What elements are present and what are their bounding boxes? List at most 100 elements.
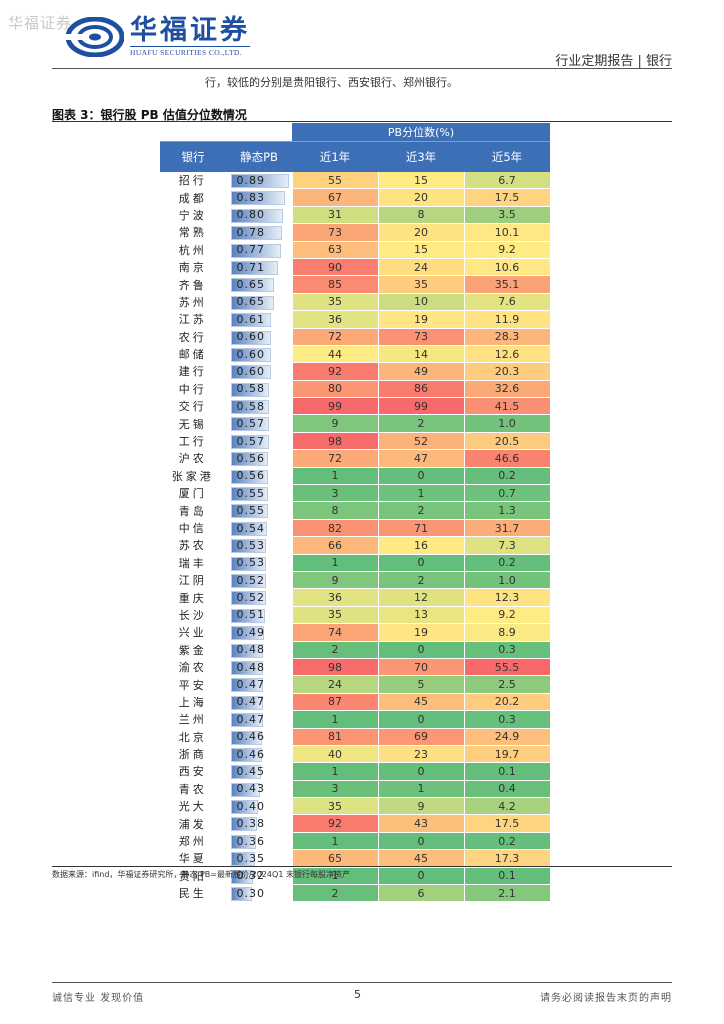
- pb-data-bar: [230, 382, 269, 397]
- percentile-5y-cell: 9.2: [464, 241, 551, 259]
- percentile-1y-cell: 85: [292, 275, 379, 294]
- pb-data-bar: [230, 626, 264, 641]
- pb-data-bar: [230, 556, 266, 571]
- table-row: 招行 0.89 55 15 6.7: [160, 172, 551, 190]
- pb-value: 0.60: [236, 364, 265, 378]
- bank-name-cell: 工行: [160, 432, 227, 451]
- pb-value: 0.57: [236, 434, 265, 448]
- footer-disclaimer: 请务必阅读报告末页的声明: [540, 993, 672, 1004]
- percentile-1y-cell: 35: [292, 797, 379, 816]
- bank-name-cell: 青岛: [160, 501, 227, 520]
- static-pb-cell: 0.54: [226, 519, 293, 538]
- percentile-5y-cell: 46.6: [464, 449, 551, 468]
- static-pb-cell: 0.45: [226, 762, 293, 781]
- pb-data-bar: [230, 208, 283, 223]
- pb-value: 0.55: [236, 504, 265, 518]
- percentile-1y-cell: 74: [292, 623, 379, 642]
- bank-name-cell: 郑州: [160, 832, 227, 851]
- percentile-5y-cell: 24.9: [464, 728, 551, 746]
- pb-value: 0.52: [236, 591, 265, 605]
- static-pb-cell: 0.77: [226, 241, 293, 259]
- static-pb-cell: 0.83: [226, 188, 293, 207]
- table-row: 紫金 0.48 2 0 0.3: [160, 641, 551, 659]
- percentile-5y-cell: 0.3: [464, 710, 551, 729]
- percentile-3y-cell: 15: [378, 172, 465, 190]
- table-row: 中信 0.54 82 71 31.7: [160, 519, 551, 538]
- pb-value: 0.35: [236, 851, 265, 865]
- source-note: 数据来源：ifind，华福证券研究所，静态 PB=最新股价/2024Q1 末银行…: [52, 870, 350, 879]
- static-pb-cell: 0.53: [226, 554, 293, 572]
- percentile-5y-cell: 0.1: [464, 867, 551, 886]
- table-row: 交行 0.58 99 99 41.5: [160, 397, 551, 416]
- static-pb-cell: 0.32: [226, 867, 293, 886]
- bank-name-cell: 北京: [160, 728, 227, 746]
- pb-value: 0.53: [236, 556, 265, 570]
- percentile-3y-cell: 15: [378, 241, 465, 259]
- table-row: 青农 0.43 3 1 0.4: [160, 780, 551, 799]
- table-row: 浙商 0.46 40 23 19.7: [160, 745, 551, 764]
- report-type-label: 行业定期报告 | 银行: [555, 54, 672, 69]
- pb-data-bar: [230, 747, 262, 762]
- bank-name-cell: 江苏: [160, 310, 227, 329]
- percentile-5y-cell: 41.5: [464, 397, 551, 416]
- percentile-5y-cell: 55.5: [464, 658, 551, 677]
- pb-value: 0.47: [236, 678, 265, 692]
- static-pb-cell: 0.57: [226, 432, 293, 451]
- table-row: 郑州 0.36 1 0 0.2: [160, 832, 551, 851]
- percentile-1y-cell: 73: [292, 223, 379, 242]
- pb-data-bar: [230, 695, 263, 710]
- pb-value: 0.46: [236, 747, 265, 761]
- logo-chinese-name: 华福证券: [130, 15, 250, 46]
- static-pb-cell: 0.56: [226, 449, 293, 468]
- bank-name-cell: 中行: [160, 380, 227, 399]
- percentile-5y-cell: 20.3: [464, 362, 551, 381]
- header-divider: [52, 68, 672, 69]
- percentile-3y-cell: 43: [378, 814, 465, 833]
- percentile-3y-cell: 19: [378, 310, 465, 329]
- bank-name-cell: 宁波: [160, 206, 227, 225]
- header-pb-percentile-group: PB分位数(%): [292, 123, 551, 142]
- bank-name-cell: 苏州: [160, 293, 227, 312]
- pb-data-bar: [230, 452, 268, 467]
- percentile-1y-cell: 1: [292, 467, 379, 486]
- pb-value: 0.80: [236, 208, 265, 222]
- pb-value: 0.40: [236, 799, 265, 813]
- table-row: 无锡 0.57 9 2 1.0: [160, 414, 551, 433]
- bank-name-cell: 招行: [160, 172, 227, 190]
- header-static-pb: 静态PB: [226, 141, 292, 172]
- percentile-1y-cell: 9: [292, 414, 379, 433]
- table-body: 招行 0.89 55 15 6.7 成都 0.83 67 20 17.5 宁波 0.80 31 8 3.5 常…: [160, 172, 551, 903]
- percentile-5y-cell: 19.7: [464, 745, 551, 764]
- static-pb-cell: 0.47: [226, 693, 293, 712]
- percentile-5y-cell: 10.1: [464, 223, 551, 242]
- bank-name-cell: 青农: [160, 780, 227, 799]
- bank-name-cell: 齐鲁: [160, 275, 227, 294]
- bank-name-cell: 邮储: [160, 345, 227, 364]
- static-pb-cell: 0.49: [226, 623, 293, 642]
- percentile-1y-cell: 55: [292, 172, 379, 190]
- table-row: 苏州 0.65 35 10 7.6: [160, 293, 551, 312]
- pb-data-bar: [230, 834, 256, 849]
- bank-name-cell: 西安: [160, 762, 227, 781]
- percentile-3y-cell: 8: [378, 206, 465, 225]
- table-row: 兴业 0.49 74 19 8.9: [160, 623, 551, 642]
- table-row: 青岛 0.55 8 2 1.3: [160, 501, 551, 520]
- percentile-5y-cell: 1.0: [464, 571, 551, 590]
- static-pb-cell: 0.89: [226, 172, 293, 190]
- pb-data-bar: [230, 730, 262, 745]
- pb-value: 0.77: [236, 243, 265, 257]
- percentile-5y-cell: 6.7: [464, 172, 551, 190]
- percentile-3y-cell: 0: [378, 641, 465, 659]
- pb-value: 0.46: [236, 730, 265, 744]
- static-pb-cell: 0.61: [226, 310, 293, 329]
- static-pb-cell: 0.60: [226, 345, 293, 364]
- percentile-3y-cell: 0: [378, 554, 465, 572]
- static-pb-cell: 0.43: [226, 780, 293, 799]
- table-row: 西安 0.45 1 0 0.1: [160, 762, 551, 781]
- bank-name-cell: 沪农: [160, 449, 227, 468]
- bank-name-cell: 浦发: [160, 814, 227, 833]
- bank-name-cell: 光大: [160, 797, 227, 816]
- percentile-1y-cell: 63: [292, 241, 379, 259]
- static-pb-cell: 0.52: [226, 588, 293, 607]
- bank-name-cell: 长沙: [160, 606, 227, 625]
